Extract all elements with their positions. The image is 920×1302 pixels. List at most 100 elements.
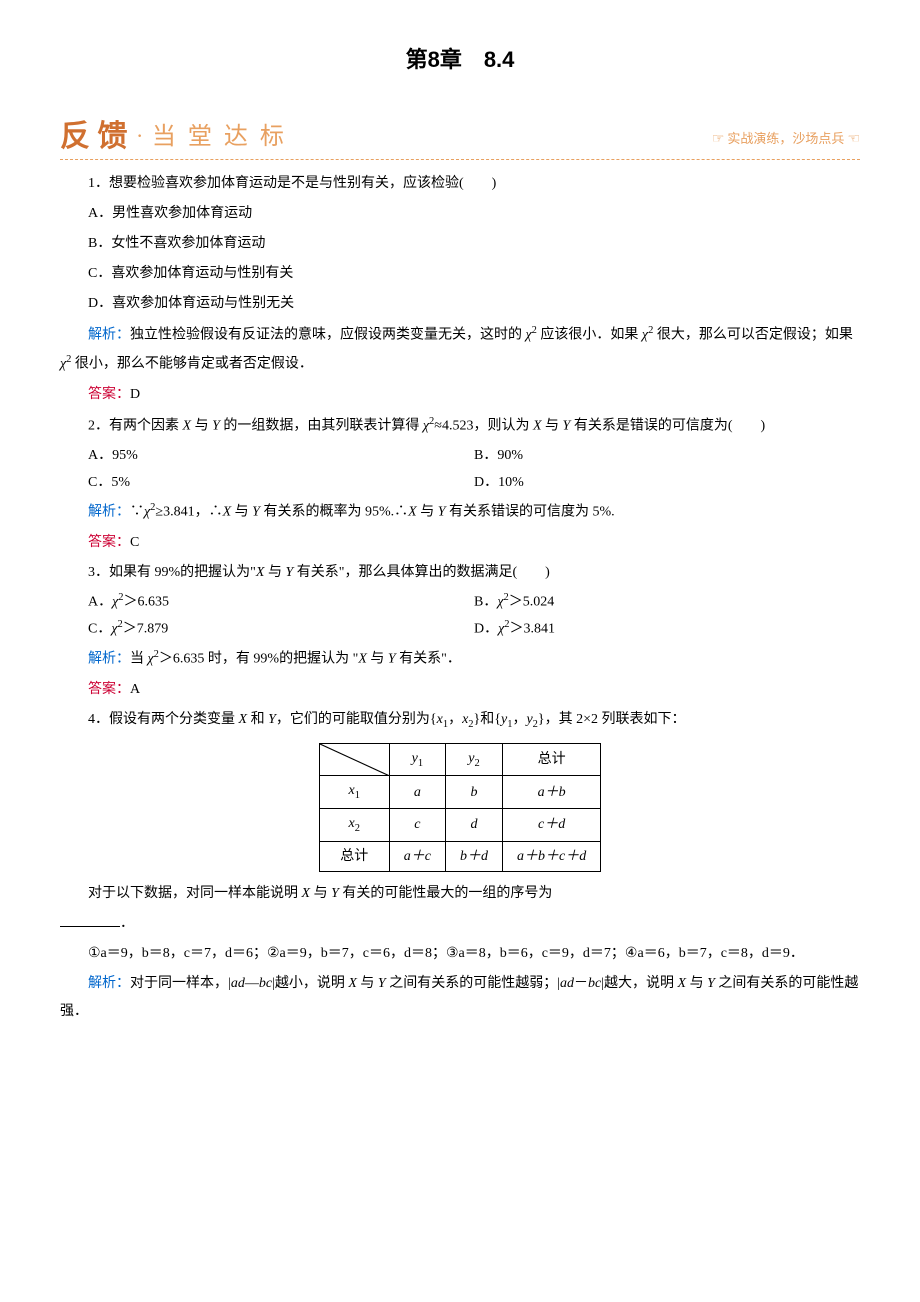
opt-val: ＞3.841 (510, 622, 556, 637)
var-x: X (239, 712, 248, 727)
q3-option-c: C．χ2＞7.879 (88, 616, 474, 642)
var-bc: bc (588, 976, 601, 991)
q4-stem: 4．假设有两个分类变量 X 和 Y，它们的可能取值分别为{x1，x2}和{y1，… (60, 706, 860, 735)
opt-val: ＞7.879 (123, 622, 169, 637)
q3-an-text: ＞6.635 时，有 99%的把握认为 " (159, 652, 358, 667)
var-y: Y (438, 505, 446, 520)
q4-an-text: 与 (686, 976, 707, 991)
q2-an-text: 与 (231, 505, 252, 520)
q2-stem: 2．有两个因素 X 与 Y 的一组数据，由其列联表计算得 χ2≈4.523，则认… (60, 411, 860, 441)
minus: — (245, 976, 259, 991)
cell-bd: b＋d (446, 841, 503, 871)
opt-val: ＞5.024 (509, 594, 555, 609)
analysis-label: 解析： (88, 505, 130, 520)
q3-option-d: D．χ2＞3.841 (474, 616, 860, 642)
row-header-total: 总计 (319, 841, 389, 871)
cell-ab: a＋b (503, 776, 601, 809)
q4-blank-line: ． (60, 910, 860, 938)
q4-an-text: 对于同一样本，| (130, 976, 231, 991)
q4-analysis: 解析：对于同一样本，|ad—bc|越小，说明 X 与 Y 之间有关系的可能性越弱… (60, 970, 860, 1026)
opt-label: D． (474, 622, 498, 637)
q1-stem: 1．想要检验喜欢参加体育运动是不是与性别有关，应该检验( ) (60, 170, 860, 198)
q3-text: 3．如果有 99%的把握认为" (88, 565, 256, 580)
q4-text: ， (448, 712, 462, 727)
q3-options-row1: A．χ2＞6.635 B．χ2＞5.024 (60, 589, 860, 615)
q3-option-a: A．χ2＞6.635 (88, 589, 474, 615)
var-ad: ad (231, 976, 245, 991)
q1-option-d: D．喜欢参加体育运动与性别无关 (60, 290, 860, 318)
var-y: Y (268, 712, 276, 727)
var-y: Y (378, 976, 386, 991)
q4-text: }和{ (474, 712, 501, 727)
q2-text: 有关系是错误的可信度为( ) (570, 419, 765, 434)
analysis-label: 解析： (88, 652, 130, 667)
q2-text: ≈4.523，则认为 (434, 419, 533, 434)
q1-analysis-text-1: 独立性检验假设有反证法的意味，应假设两类变量无关，这时的 (130, 327, 526, 342)
q2-options-row1: A．95% B．90% (60, 443, 860, 468)
q3-answer: 答案：A (60, 676, 860, 704)
contingency-table: y1 y2 总计 x1 a b a＋b x2 c d c＋d 总计 a＋c b＋… (319, 743, 601, 872)
q4-opts-text: ①a＝9，b＝8，c＝7，d＝6；②a＝9，b＝7，c＝6，d＝8；③a＝8，b… (88, 946, 804, 961)
q2-option-d: D．10% (474, 470, 860, 495)
period: ． (120, 916, 134, 931)
table-row: y1 y2 总计 (319, 743, 600, 776)
var-x: X (183, 419, 192, 434)
opt-label: B． (474, 594, 497, 609)
opt-label: C． (88, 622, 111, 637)
banner-title: 反 馈 (60, 110, 128, 164)
answer-label: 答案： (88, 535, 130, 550)
var-x: X (223, 505, 232, 520)
q3-answer-value: A (130, 682, 140, 697)
q2-an-text: ∵ (130, 505, 144, 520)
var-x: X (408, 505, 417, 520)
cell-d: d (446, 809, 503, 842)
var-y: Y (331, 886, 339, 901)
answer-blank (60, 913, 120, 927)
q1-option-c: C．喜欢参加体育运动与性别有关 (60, 260, 860, 288)
cell-ac: a＋c (389, 841, 445, 871)
q4-text: }，其 2×2 列联表如下： (538, 712, 686, 727)
q2-option-c: C．5% (88, 470, 474, 495)
minus: － (574, 976, 588, 991)
col-header-y2: y2 (446, 743, 503, 776)
q3-text: 有关系"，那么具体算出的数据满足( ) (293, 565, 550, 580)
q3-analysis: 解析：当 χ2＞6.635 时，有 99%的把握认为 "X 与 Y 有关系"． (60, 644, 860, 674)
q1-analysis: 解析：独立性检验假设有反证法的意味，应假设两类变量无关，这时的 χ2 应该很小．… (60, 320, 860, 379)
answer-label: 答案： (88, 387, 130, 402)
q2-text: 的一组数据，由其列联表计算得 (220, 419, 423, 434)
cell-a: a (389, 776, 445, 809)
cell-cd: c＋d (503, 809, 601, 842)
answer-label: 答案： (88, 682, 130, 697)
q4-an-text: |越大，说明 (601, 976, 677, 991)
var-y: Y (707, 976, 715, 991)
q3-an-text: 当 (130, 652, 148, 667)
q3-stem: 3．如果有 99%的把握认为"X 与 Y 有关系"，那么具体算出的数据满足( ) (60, 559, 860, 587)
section-banner: 反 馈 · 当 堂 达 标 实战演练，沙场点兵 (60, 110, 860, 160)
q1-analysis-text-3: 很大，那么可以否定假设；如果 (653, 327, 853, 342)
opt-val: ＞6.635 (124, 594, 170, 609)
col-header-total: 总计 (503, 743, 601, 776)
var-x: X (533, 419, 542, 434)
var-y: Y (388, 652, 396, 667)
q1-analysis-text-4: 很小，那么不能够肯定或者否定假设． (71, 357, 313, 372)
q4-text: 有关的可能性最大的一组的序号为 (339, 886, 553, 901)
table-row: 总计 a＋c b＋d a＋b＋c＋d (319, 841, 600, 871)
chapter-title: 第8章 8.4 (60, 40, 860, 80)
var-ad: ad (560, 976, 574, 991)
var-y: Y (212, 419, 220, 434)
q4-text: ，它们的可能取值分别为{ (276, 712, 437, 727)
cell-b: b (446, 776, 503, 809)
q1-answer: 答案：D (60, 381, 860, 409)
q3-an-text: 与 (367, 652, 388, 667)
q3-option-b: B．χ2＞5.024 (474, 589, 860, 615)
var-x: X (348, 976, 357, 991)
q4-an-text: |越小，说明 (272, 976, 348, 991)
q2-text: 2．有两个因素 (88, 419, 183, 434)
var-x: X (678, 976, 687, 991)
var-x: X (358, 652, 367, 667)
q2-option-a: A．95% (88, 443, 474, 468)
q3-an-text: 有关系"． (396, 652, 461, 667)
q1-option-b: B．女性不喜欢参加体育运动 (60, 230, 860, 258)
var-x: X (302, 886, 311, 901)
q3-options-row2: C．χ2＞7.879 D．χ2＞3.841 (60, 616, 860, 642)
